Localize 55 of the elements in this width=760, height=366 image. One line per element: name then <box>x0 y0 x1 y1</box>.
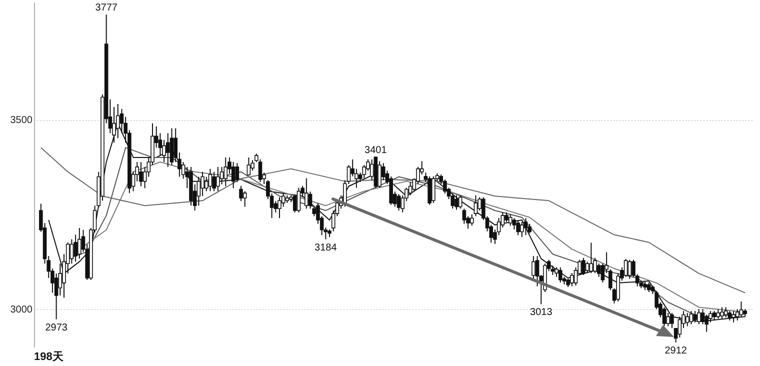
candlestick <box>246 156 251 176</box>
candlestick <box>508 214 512 226</box>
candlestick <box>224 156 228 187</box>
text: 198天 <box>34 351 64 363</box>
candlestick <box>231 161 236 189</box>
candlestick <box>570 272 574 287</box>
annotation: 3401 <box>364 145 388 156</box>
candlestick <box>235 162 240 183</box>
candlestick <box>292 194 297 213</box>
candlestick <box>70 238 74 264</box>
candlestick <box>685 312 690 327</box>
candlestick <box>216 166 220 192</box>
candlestick <box>504 212 508 222</box>
candlestick <box>720 306 724 320</box>
annotation: 3777 <box>95 2 118 14</box>
candlestick <box>558 266 562 284</box>
candlestick <box>242 190 247 208</box>
line-series <box>40 147 746 294</box>
candlestick <box>724 306 728 318</box>
candlestick <box>78 227 82 260</box>
candlestick <box>532 256 536 282</box>
candlestick <box>474 194 478 217</box>
candlestick <box>739 301 744 318</box>
candlestick <box>212 171 216 192</box>
candlestick <box>716 308 720 320</box>
candlestick <box>524 218 528 236</box>
y-tick-label: 3000 <box>10 304 33 316</box>
candlestick <box>166 132 170 168</box>
candlestick <box>196 176 201 206</box>
candlestick <box>454 194 458 210</box>
annotation: 2912 <box>664 345 688 356</box>
candlestick <box>278 196 282 219</box>
candlestick <box>462 208 466 224</box>
candlestick <box>432 176 436 204</box>
candlestick <box>304 178 308 210</box>
candlestick <box>470 214 474 226</box>
candlestick <box>378 160 382 188</box>
candlestick <box>396 194 401 212</box>
candlestick <box>296 187 301 213</box>
candlestick <box>585 261 590 274</box>
candlestick <box>520 221 524 238</box>
candlestick <box>208 168 212 192</box>
candlestick <box>582 257 586 276</box>
annotation: 3184 <box>314 242 338 254</box>
candlestick <box>628 259 632 280</box>
candlestick <box>516 219 520 236</box>
candlestick <box>624 258 628 278</box>
candlestick <box>589 242 594 274</box>
candlestick <box>646 282 651 293</box>
annotation: 3013 <box>530 307 553 318</box>
y-tick-label: 3500 <box>10 115 33 126</box>
candlestick <box>458 194 462 210</box>
annotation: 2973 <box>45 322 68 334</box>
candlestick <box>139 161 143 187</box>
candlestick <box>170 128 174 166</box>
